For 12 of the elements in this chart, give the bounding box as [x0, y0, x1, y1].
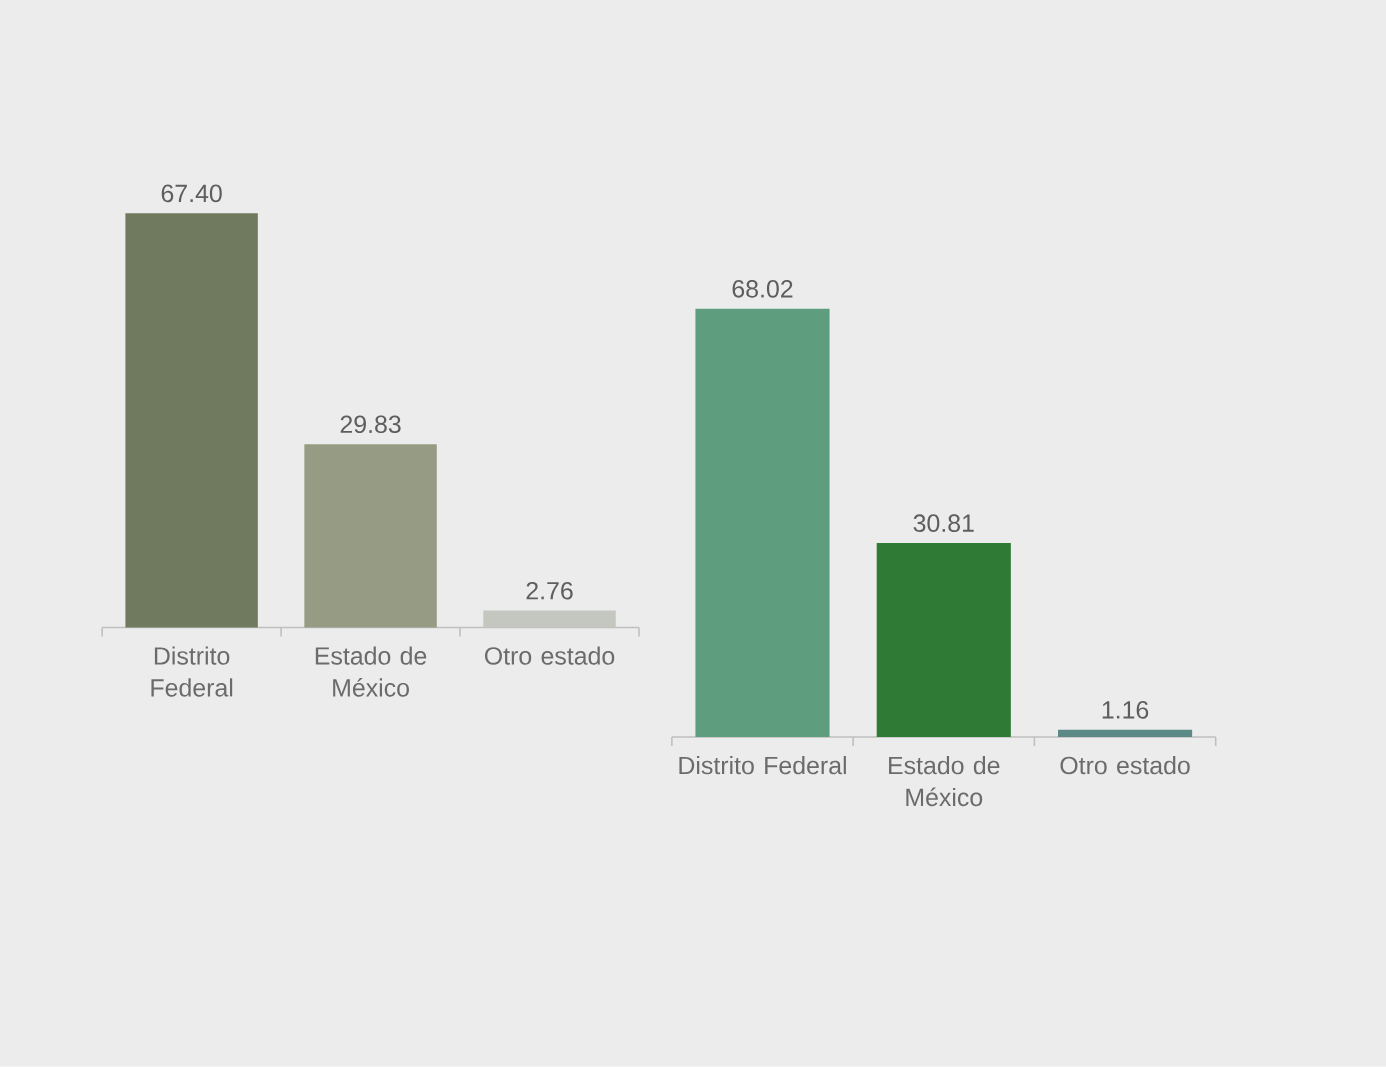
data-label: 1.16: [1102, 701, 1149, 719]
x-tick-label: Distrito Federal: [679, 756, 846, 775]
data-label: 67.40: [161, 184, 222, 203]
x-tick-label: Otro estado: [484, 646, 615, 665]
data-label: 29.83: [340, 415, 401, 434]
x-tick-label: Otro estado: [1060, 756, 1190, 775]
x-tick-label: Estado de México: [315, 646, 427, 697]
x-tick-label: Estado de México: [889, 756, 1000, 807]
x-tick-label: Distrito Federal: [151, 646, 233, 697]
data-label: 2.76: [526, 582, 573, 600]
data-label: 68.02: [732, 280, 793, 298]
data-label: 30.81: [913, 514, 974, 533]
